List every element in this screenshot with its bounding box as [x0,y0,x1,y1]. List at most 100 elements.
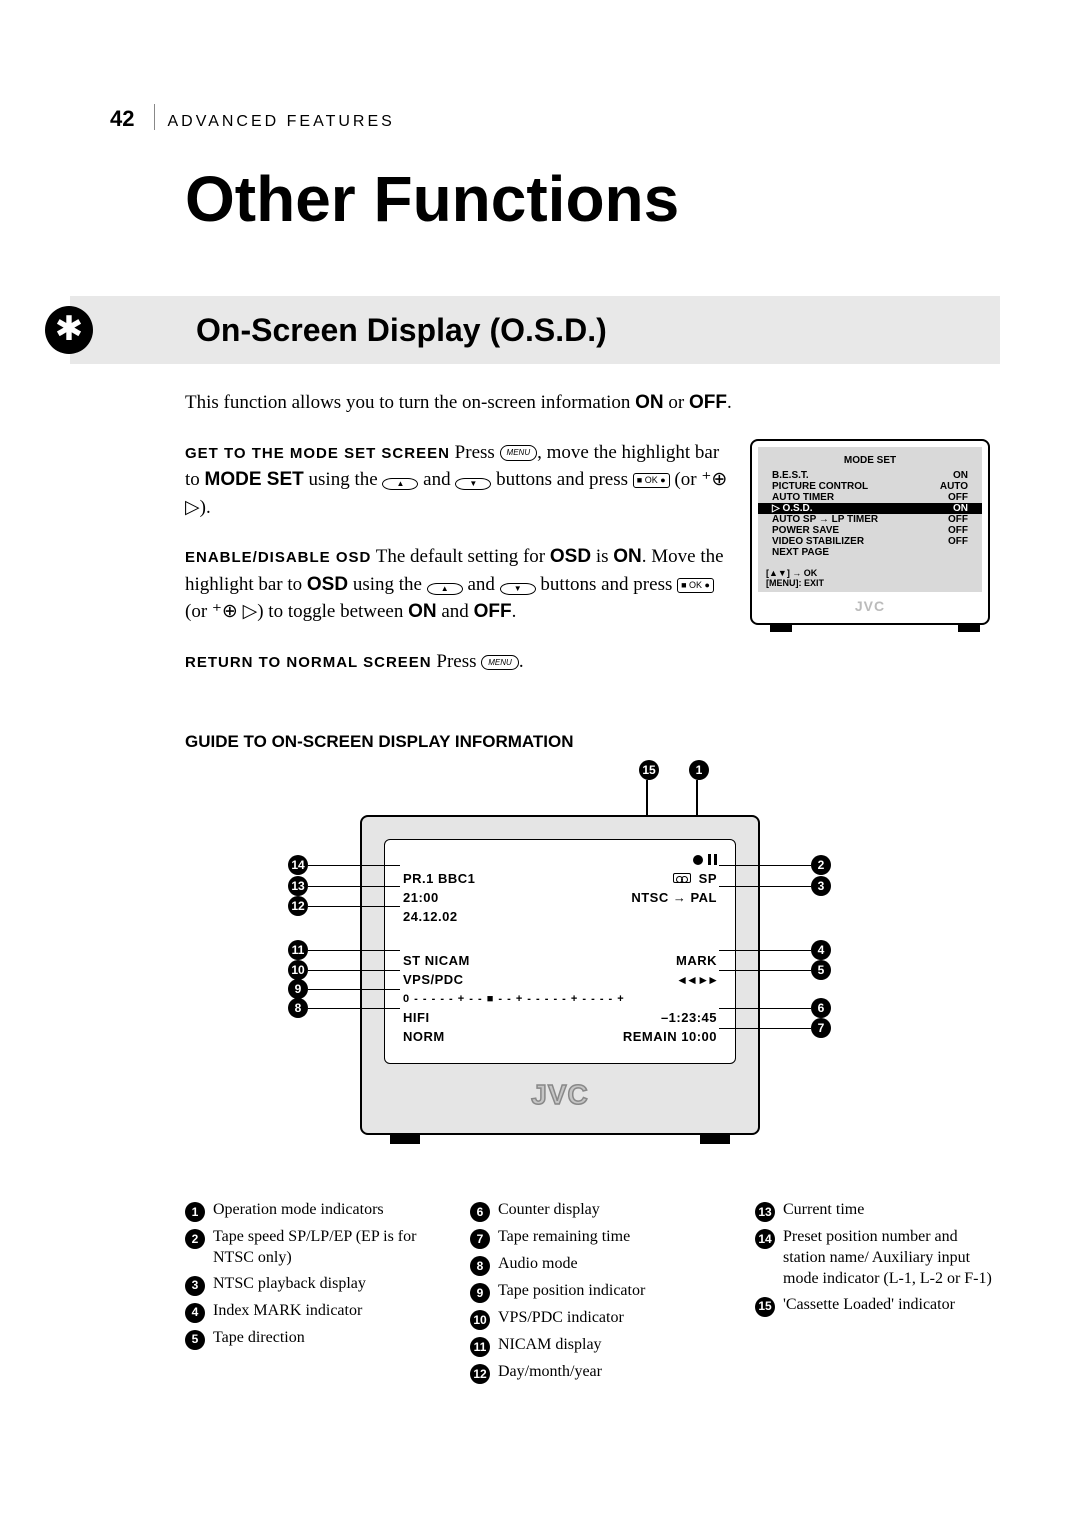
legend-number-icon: 10 [470,1310,490,1330]
osd-tape-position: 0 - - - - - + - - ■ - - + - - - - - + - … [403,993,625,1005]
callout: 13 [288,876,400,896]
legend-item: 11 NICAM display [470,1335,715,1357]
jvc-logo-big: JVC [362,1079,758,1111]
down-key-icon: ▼ [500,583,536,595]
callout-line [308,865,400,867]
legend-number-icon: 11 [470,1337,490,1357]
step1-a: Press [450,442,500,463]
guide-title: GUIDE TO ON-SCREEN DISPLAY INFORMATION [185,732,1000,752]
legend-item: 13Current time [755,1200,1000,1222]
mode-set-row: PICTURE CONTROLAUTO [766,481,974,492]
callout-line [308,989,400,991]
callout-number-icon: 14 [288,855,308,875]
callout-number-icon: 15 [639,760,659,780]
legend-text: VPS/PDC indicator [498,1308,624,1329]
callout-number-icon: 3 [811,876,831,896]
callout: 4 [719,940,831,960]
intro-text: This function allows you to turn the on-… [185,392,635,413]
legend-text: NTSC playback display [213,1274,366,1295]
step2-e: and [463,574,500,595]
legend-text: NICAM display [498,1335,602,1356]
legend-number-icon: 8 [470,1256,490,1276]
callout: 9 [288,979,400,999]
osd-diagram: 151 PR.1 BBC1SP 21:00NTSC → PAL 24.12.02… [185,760,915,1170]
up-key-icon: ▲ [382,478,418,490]
mode-row-label: NEXT PAGE [772,547,829,558]
intro-period: . [727,392,732,413]
step1-g: ). [200,497,211,518]
legend-number-icon: 1 [185,1202,205,1222]
step3: RETURN TO NORMAL SCREEN Press MENU. [185,648,730,676]
step1-modeset: MODE SET [205,469,304,490]
menu-button-icon: MENU [481,655,519,671]
step2-b: is [591,546,613,567]
callout: 12 [288,896,400,916]
pause-icon [708,854,717,865]
mode-row-label: POWER SAVE [772,525,839,536]
intro-or: or [664,392,689,413]
divider [154,104,155,130]
callout-number-icon: 13 [288,876,308,896]
step2-a: The default setting for [371,546,550,567]
callout: 3 [719,876,831,896]
step3-head: RETURN TO NORMAL SCREEN [185,654,432,671]
legend-text: 'Cassette Loaded' indicator [783,1295,955,1316]
mode-row-value: OFF [948,525,968,536]
step1-f: (or [670,469,702,490]
legend-item: 8 Audio mode [470,1254,715,1276]
callout-number-icon: 5 [811,960,831,980]
down-key-icon: ▼ [455,478,491,490]
mode-footer-1: [▲▼] → OK [766,568,974,578]
legend-item: 2Tape speed SP/LP/EP (EP is for NTSC onl… [185,1227,430,1269]
record-icon [693,855,703,865]
osd-mark: MARK [676,953,717,968]
callout-number-icon: 6 [811,998,831,1018]
legend-number-icon: 14 [755,1229,775,1249]
callout: 7 [719,1018,831,1038]
step2-g: (or [185,601,212,622]
mode-set-diagram: MODE SET B.E.S.T.ONPICTURE CONTROLAUTOAU… [750,439,990,625]
mode-row-value: ON [953,470,968,481]
step1-head: GET TO THE MODE SET SCREEN [185,445,450,462]
legend-text: Counter display [498,1200,600,1221]
legend-text: Tape position indicator [498,1281,645,1302]
step2-head: ENABLE/DISABLE OSD [185,549,371,566]
legend-number-icon: 9 [470,1283,490,1303]
callout: 6 [719,998,831,1018]
step2-d: using the [348,574,427,595]
step2-on: ON [613,546,642,567]
osd-channel: PR.1 BBC1 [403,871,475,886]
osd-date: 24.12.02 [403,909,458,924]
callout-line [719,1008,811,1010]
ok-key-icon: ■ OK ● [677,578,714,593]
page-number: 42 [110,106,134,132]
up-key-icon: ▲ [427,583,463,595]
legend-text: Audio mode [498,1254,578,1275]
legend-item: 7Tape remaining time [470,1227,715,1249]
legend-item: 12Day/month/year [470,1362,715,1384]
mode-row-value: AUTO [940,481,968,492]
legend-item: 3NTSC playback display [185,1274,430,1296]
callout: 10 [288,960,400,980]
mode-set-row: B.E.S.T.ON [766,470,974,481]
step2-off: OFF [474,601,512,622]
callout-line [719,950,811,952]
legend-item: 10 VPS/PDC indicator [470,1308,715,1330]
legend-text: Tape direction [213,1328,305,1349]
callout-number-icon: 8 [288,998,308,1018]
legend-item: 4Index MARK indicator [185,1301,430,1323]
step2-on2: ON [408,601,437,622]
legend-text: Index MARK indicator [213,1301,362,1322]
callout: 8 [288,998,400,1018]
legend-number-icon: 2 [185,1229,205,1249]
step2-h: ) to toggle between [257,601,408,622]
ok-key-icon: ■ OK ● [633,473,670,488]
step2-f: buttons and press [536,574,677,595]
intro-on: ON [635,392,664,413]
legend-text: Current time [783,1200,864,1221]
step2-osd2: OSD [307,574,348,595]
legend-number-icon: 15 [755,1297,775,1317]
mode-row-value: ON [953,503,968,514]
step2-period: . [512,601,517,622]
osd-speed: SP [699,871,717,886]
